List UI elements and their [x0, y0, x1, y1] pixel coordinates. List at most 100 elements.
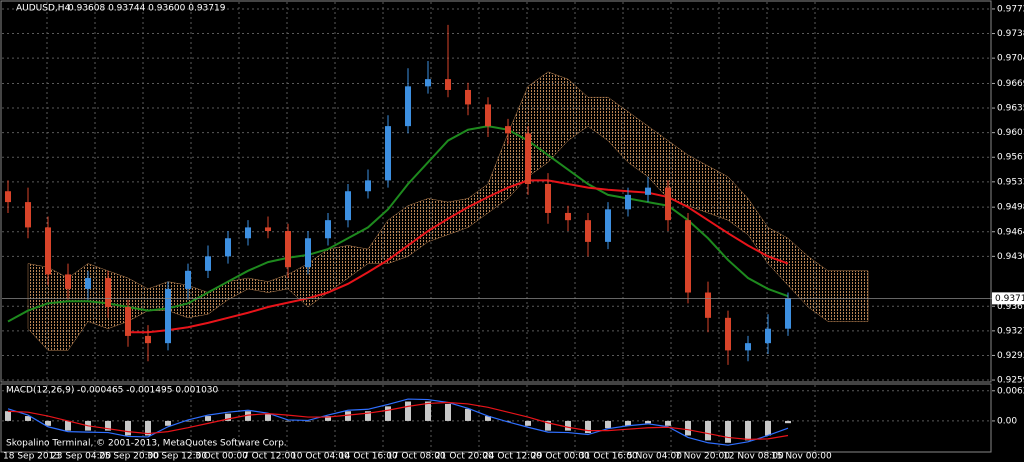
candle-body — [765, 328, 771, 344]
x-tick-label: 31 Oct 16:00 — [579, 452, 638, 462]
y-tick-label: 0.97040 — [997, 54, 1024, 64]
macd-bar — [325, 416, 331, 421]
x-tick-label: 10 Oct 04:00 — [291, 452, 350, 462]
macd-bar — [605, 420, 611, 429]
macd-bar — [685, 420, 691, 436]
macd-bar — [465, 408, 471, 421]
candle-body — [65, 274, 71, 289]
macd-bar — [225, 413, 231, 421]
macd-bar — [25, 416, 31, 421]
macd-bar — [585, 420, 591, 434]
candle-body — [305, 238, 311, 268]
macd-bar — [445, 403, 451, 421]
footer: Skopalino Terminal, © 2001-2013, MetaQuo… — [6, 439, 287, 449]
macd-bar — [45, 420, 51, 426]
macd-bar — [625, 420, 631, 426]
candle-body — [385, 126, 391, 181]
x-tick-label: 14 Oct 16:00 — [339, 452, 398, 462]
x-tick-label: 24 Oct 12:00 — [483, 452, 542, 462]
candle-body — [685, 220, 691, 293]
y-tick-label: 0.94300 — [997, 252, 1024, 262]
macd-bar — [245, 411, 251, 421]
x-tick-label: 3 Oct 00:00 — [195, 452, 248, 462]
macd-bar — [125, 420, 131, 436]
candle-body — [345, 191, 351, 221]
y-tick-label: 0.96350 — [997, 104, 1024, 114]
candle-body — [745, 343, 751, 351]
candle-body — [625, 194, 631, 210]
y-tick-label: 0.96010 — [997, 128, 1024, 138]
x-tick-label: 17 Oct 08:00 — [387, 452, 446, 462]
y-tick-label: 0.92590 — [997, 376, 1024, 386]
x-tick-label: 21 Oct 20:00 — [435, 452, 494, 462]
macd-bar — [645, 420, 651, 424]
y-tick-label: 0.95330 — [997, 177, 1024, 187]
candle-body — [705, 292, 711, 318]
indicator-line — [7, 401, 789, 440]
y-tick-label: 0.96690 — [997, 79, 1024, 89]
y-tick-label: 0.00 — [997, 416, 1017, 426]
candle-body — [365, 180, 371, 192]
macd-bar — [485, 416, 491, 421]
candle-body — [665, 187, 671, 221]
x-tick-label: 29 Oct 00:00 — [531, 452, 590, 462]
y-tick-label: 0.94640 — [997, 227, 1024, 237]
macd-bar — [525, 420, 531, 426]
macd-bar — [205, 416, 211, 421]
macd-bar — [725, 420, 731, 443]
y-tick-label: 0.93270 — [997, 326, 1024, 336]
candle-body — [165, 288, 171, 344]
candle-body — [585, 220, 591, 242]
macd-bar — [165, 420, 171, 426]
macd-frame — [0, 383, 992, 453]
candle-body — [785, 298, 791, 329]
macd-bar — [105, 420, 111, 431]
price-box — [992, 292, 1024, 305]
ichimoku-cloud — [27, 71, 869, 351]
candle-body — [125, 306, 131, 336]
macd-bar — [145, 420, 151, 436]
x-tick-label: 25 Sep 20:00 — [99, 452, 159, 462]
macd-bar — [745, 420, 751, 441]
candle-body — [145, 335, 151, 344]
x-tick-label: 7 Oct 12:00 — [243, 452, 296, 462]
macd-bar — [785, 420, 791, 424]
price-label: 0.93719 — [995, 294, 1024, 304]
main-frame — [0, 0, 992, 383]
candle-body — [25, 202, 31, 228]
candle-body — [605, 209, 611, 242]
macd-bar — [5, 411, 11, 421]
candle-body — [245, 227, 251, 239]
y-tick-label: 0.92930 — [997, 351, 1024, 361]
macd-bar — [665, 420, 671, 426]
macd-bar — [545, 420, 551, 431]
candle-body — [325, 220, 331, 239]
macd-bar — [405, 401, 411, 421]
y-tick-label: 0.00621 — [997, 386, 1024, 396]
x-tick-label: 7 Nov 20:00 — [675, 452, 730, 462]
macd-bar — [385, 406, 391, 421]
candle-body — [465, 89, 471, 105]
y-tick-label: 0.97720 — [997, 4, 1024, 14]
macd-bar — [565, 420, 571, 431]
candle-body — [445, 79, 451, 90]
macd-bar — [425, 401, 431, 421]
indicator-line — [7, 398, 789, 446]
macd-title: MACD(12,26,9) -0.000465 -0.001495 0.0010… — [6, 386, 219, 396]
macd-bar — [345, 411, 351, 421]
macd-bar — [65, 420, 71, 431]
macd-bar — [305, 420, 311, 422]
y-tick-label: 0.97380 — [997, 29, 1024, 39]
y-tick-label: 0.94980 — [997, 203, 1024, 213]
candle-body — [485, 104, 491, 127]
candle-body — [425, 79, 431, 87]
candle-body — [565, 212, 571, 221]
symbol-title: AUDUSD,H4 — [16, 4, 71, 14]
macd-bar — [505, 420, 511, 422]
candle-body — [505, 126, 511, 134]
candle-body — [525, 133, 531, 185]
ohlc-values: 0.93608 0.93744 0.93600 0.93719 — [68, 4, 226, 14]
y-tick-label: 0.93610 — [997, 302, 1024, 312]
candle-body — [225, 238, 231, 257]
